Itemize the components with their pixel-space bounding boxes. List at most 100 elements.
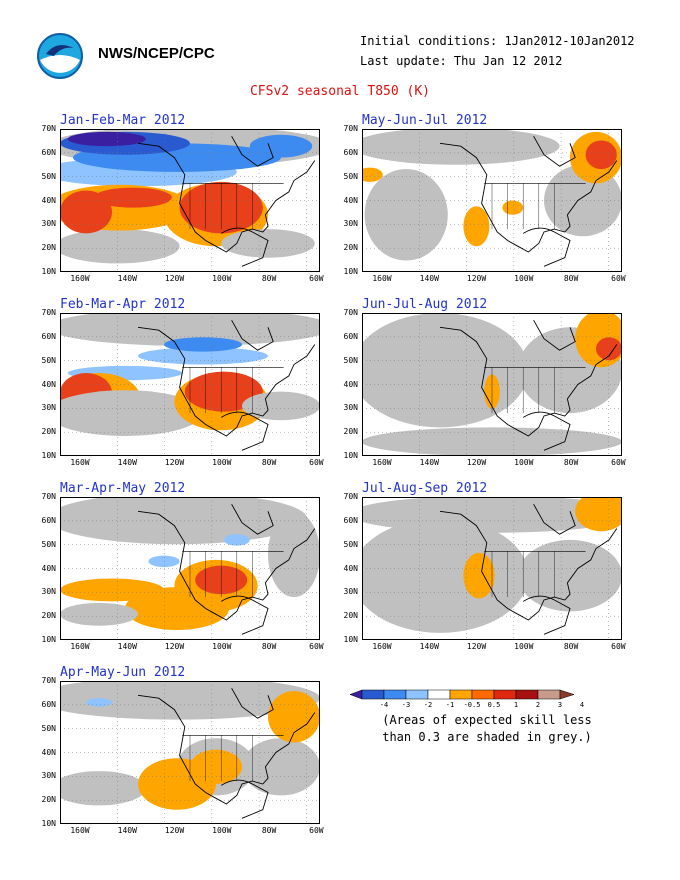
lat-label: 20N [343,243,358,253]
lat-label: 30N [41,219,56,229]
panel-title: Apr-May-Jun 2012 [60,665,186,680]
lat-label: 60N [343,515,358,525]
lon-label: 80W [261,642,277,651]
anomaly-region [242,738,320,796]
colorbar-arrow-left [350,689,363,700]
colorbar-label: 0.5 [488,701,501,709]
lat-label: 40N [343,195,358,205]
lat-label: 70N [41,308,56,317]
lon-label: 160W [70,642,90,651]
colorbar-segment [449,689,473,700]
lon-label: 100W [212,642,232,651]
lon-label: 80W [261,274,277,283]
colorbar-segment [361,689,385,700]
lat-label: 50N [41,723,56,733]
colorbar-label: 1 [514,701,518,709]
coastline [137,694,316,805]
lat-label: 30N [343,587,358,597]
anomaly-region [268,691,320,743]
panel-title: Jun-Jul-Aug 2012 [362,297,488,312]
anomaly-region [249,134,313,158]
forecast-map [60,681,320,824]
anomaly-region [164,337,242,352]
lon-label: 60W [309,458,324,467]
lon-label: 80W [563,642,579,651]
lat-label: 10N [41,819,56,828]
anomaly-region [60,602,138,626]
lat-label: 20N [41,795,56,805]
lon-label: 160W [372,458,392,467]
colorbar-label: -1 [446,701,454,709]
lat-label: 60N [343,147,358,157]
lat-label: 50N [41,355,56,365]
coastline [220,595,269,635]
anomaly-region [362,129,560,165]
colorbar-label: -3 [402,701,410,709]
lon-label: 100W [514,642,534,651]
lat-label: 60N [41,331,56,341]
lon-label: 100W [212,274,232,283]
coastline [439,326,618,437]
lat-label: 10N [343,635,358,644]
coastline [533,135,576,167]
lat-label: 30N [41,771,56,781]
coastline [533,503,576,535]
anomaly-region [148,555,180,568]
lat-label: 20N [41,243,56,253]
coastline [231,503,274,535]
coastline [439,510,618,621]
lon-label: 140W [117,642,137,651]
anomaly-region [190,749,242,784]
anomaly-region [221,229,315,258]
colorbar-segment [515,689,539,700]
lat-label: 70N [343,492,358,501]
lon-label: 100W [212,458,232,467]
forecast-map [60,129,320,272]
anomaly-region [60,497,307,545]
lat-label: 30N [41,403,56,413]
anomaly-region [184,371,263,412]
forecast-map [60,497,320,640]
lat-label: 10N [41,267,56,276]
lat-label: 40N [41,195,56,205]
lat-label: 40N [41,563,56,573]
lat-label: 70N [343,308,358,317]
page-title: CFSv2 seasonal T850 (K) [249,84,430,99]
lat-label: 40N [41,747,56,757]
anomaly-region [362,497,622,533]
lat-label: 20N [343,611,358,621]
forecast-map [362,129,622,272]
anomaly-region [463,552,495,599]
colorbar-segment [537,689,561,700]
lon-label: 120W [466,458,487,467]
coastline [522,411,571,451]
anomaly-region [60,229,180,264]
colorbar-note-line1: (Areas of expected skill less [382,713,592,727]
lon-label: 80W [563,274,579,283]
lon-label: 160W [70,458,90,467]
last-update: Last update: Thu Jan 12 2012 [360,54,563,68]
anomaly-region [362,167,383,182]
lon-label: 60W [309,274,324,283]
lat-label: 30N [41,587,56,597]
coastline [522,595,571,635]
lon-label: 60W [309,642,324,651]
lon-label: 60W [309,826,324,835]
coastline [220,779,269,819]
colorbar-arrow-right [559,689,575,700]
colorbar-segment [427,689,451,700]
coastline [522,227,571,267]
lon-label: 120W [466,274,487,283]
lon-label: 100W [212,826,232,835]
colorbar-label: 4 [580,701,584,709]
forecast-map [362,497,622,640]
lon-label: 160W [372,642,392,651]
anomaly-region [60,771,146,806]
lat-label: 50N [41,539,56,549]
panel-title: Feb-Mar-Apr 2012 [60,297,186,312]
lon-label: 120W [164,458,185,467]
anomaly-region [67,131,146,147]
forecast-map [362,313,622,456]
lon-label: 80W [261,458,277,467]
colorbar-segment [493,689,517,700]
